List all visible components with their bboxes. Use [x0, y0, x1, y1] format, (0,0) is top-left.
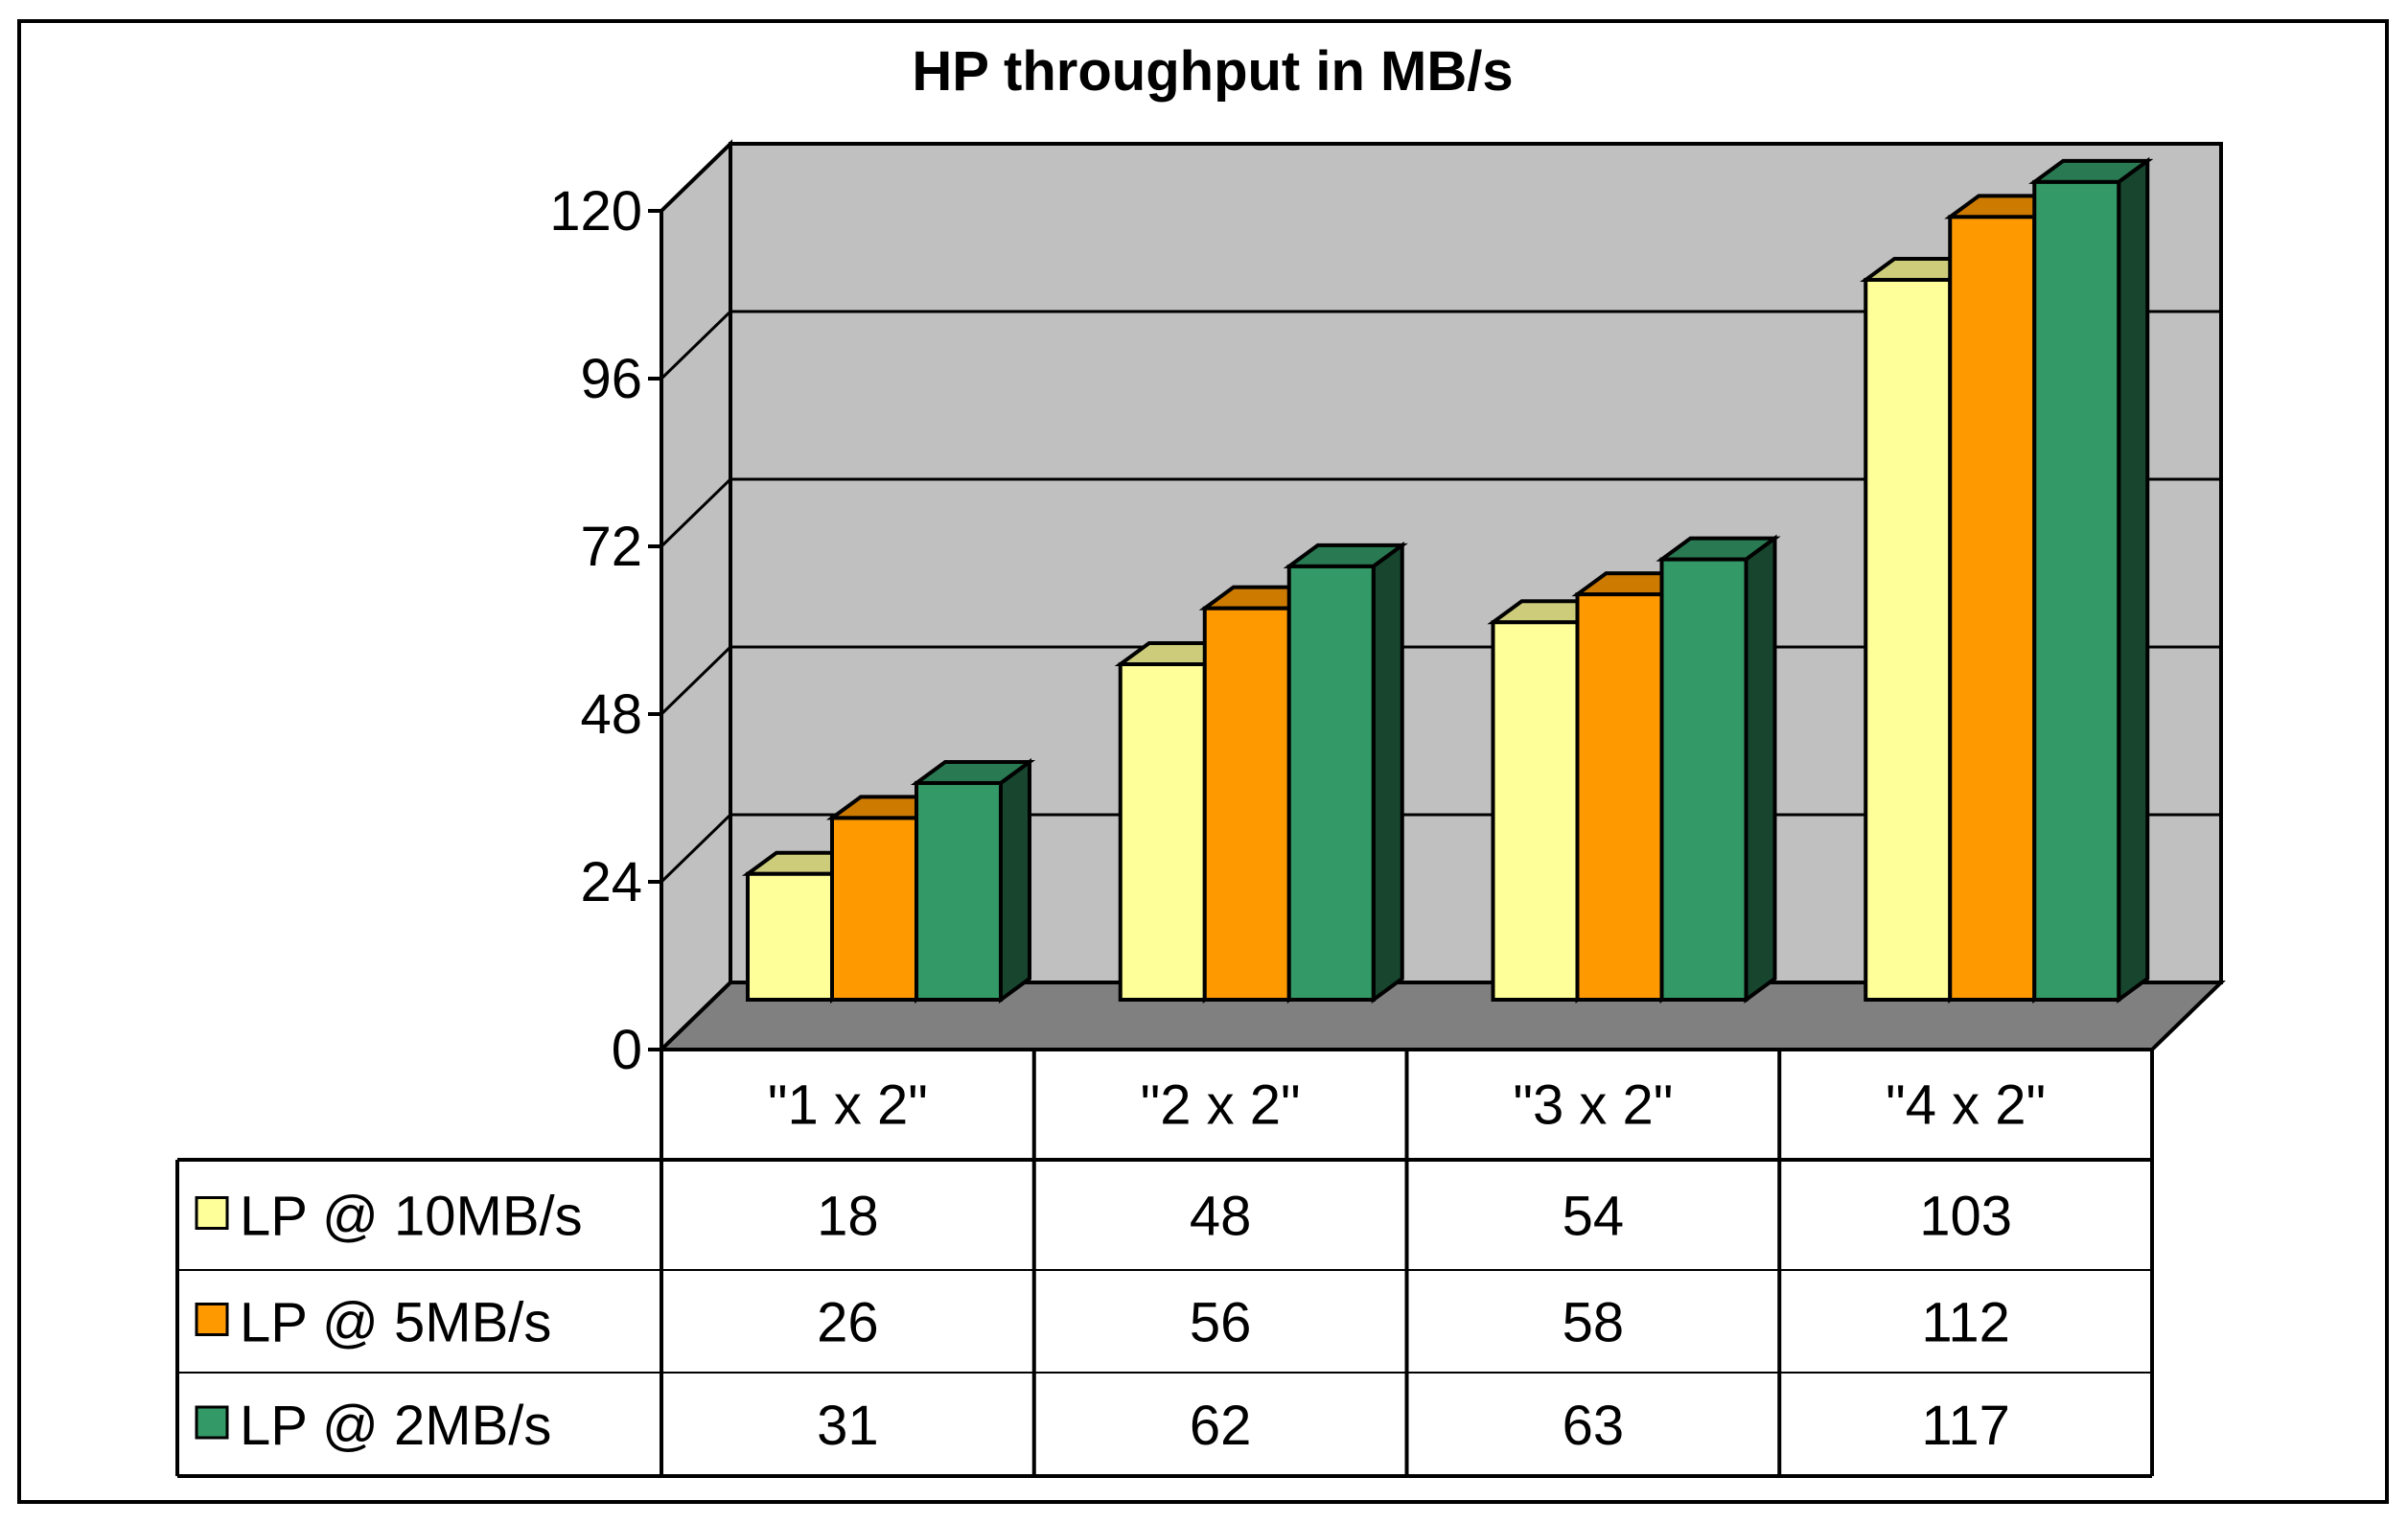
bar-front: [1948, 215, 2037, 1003]
bar-front: [830, 816, 918, 1003]
bar-front: [1575, 592, 1664, 1002]
table-cell-value: 62: [1190, 1395, 1252, 1457]
category-label: "1 x 2": [768, 1074, 928, 1137]
y-tick-label: 96: [580, 348, 642, 410]
y-tick-label: 72: [580, 516, 642, 578]
data-table: "1 x 2" "2 x 2" "3 x 2" "4 x 2" LP @ 10MB/s 1…: [175, 1050, 2154, 1478]
bar-front: [2032, 179, 2121, 1002]
bar-front: [1491, 620, 1580, 1002]
bar: [1283, 541, 1408, 1004]
table-cell-value: 48: [1190, 1186, 1252, 1248]
bar-side: [1371, 541, 1404, 1004]
legend-label: LP @ 2MB/s: [240, 1395, 551, 1457]
table-cell-value: 18: [817, 1186, 879, 1248]
bar: [910, 758, 1036, 1004]
bar-side: [2117, 156, 2150, 1004]
gridline: [660, 310, 2221, 381]
table-cell-value: 31: [817, 1395, 879, 1457]
legend-swatch: [195, 1196, 229, 1230]
table-cell-value: 58: [1563, 1292, 1625, 1354]
gridline: [660, 142, 2221, 213]
bar-front: [1118, 662, 1207, 1002]
floor: [657, 981, 2226, 1051]
table-cell-value: 103: [1919, 1186, 2012, 1248]
gridline: [660, 477, 2221, 548]
plot-area: 0 24 48 72 96 120: [549, 139, 2226, 1081]
table-cell-value: 63: [1563, 1395, 1625, 1457]
y-tick-label: 120: [549, 180, 642, 242]
table-cell-value: 56: [1190, 1292, 1252, 1354]
legend-swatch: [195, 1405, 229, 1440]
side-wall: [660, 139, 732, 1054]
category-label: "4 x 2": [1886, 1074, 2046, 1137]
legend-swatch: [195, 1303, 229, 1336]
table-cell-value: 112: [1921, 1292, 2009, 1354]
legend-label: LP @ 5MB/s: [240, 1292, 551, 1354]
chart-title: HP throughput in MB/s: [912, 40, 1513, 103]
category-label: "2 x 2": [1141, 1074, 1301, 1137]
bar: [2028, 156, 2154, 1004]
bar-front: [1659, 557, 1748, 1002]
bar-side: [1744, 534, 1777, 1004]
table-cell-value: 26: [817, 1292, 879, 1354]
bar-front: [915, 780, 1003, 1002]
bar: [1656, 534, 1781, 1004]
category-label: "3 x 2": [1513, 1074, 1673, 1137]
table-cell-value: 54: [1563, 1186, 1625, 1248]
bar-front: [746, 871, 834, 1002]
bar-front: [1286, 564, 1376, 1003]
bar-side: [999, 758, 1031, 1004]
legend-label: LP @ 10MB/s: [240, 1186, 583, 1248]
table-cell-value: 117: [1921, 1395, 2009, 1457]
y-tick-label: 24: [580, 851, 642, 913]
y-tick-label: 48: [580, 683, 642, 746]
bar-front: [1864, 277, 1953, 1003]
bar-front: [1202, 606, 1291, 1003]
y-tick-label: 0: [612, 1019, 642, 1081]
